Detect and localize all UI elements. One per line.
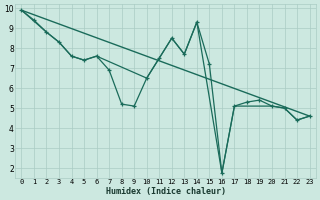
X-axis label: Humidex (Indice chaleur): Humidex (Indice chaleur) [106,187,226,196]
